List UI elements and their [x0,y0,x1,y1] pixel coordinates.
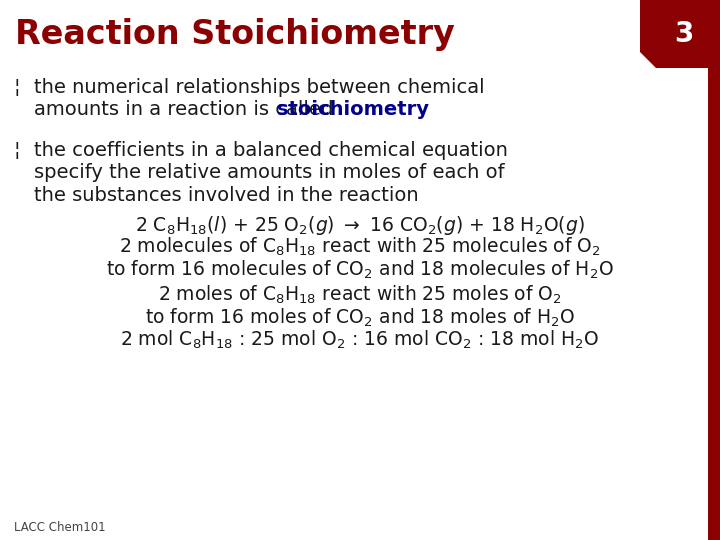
Text: LACC Chem101: LACC Chem101 [14,521,106,534]
Bar [708,68,720,540]
Text: stoichiometry: stoichiometry [277,100,429,119]
Text: 2 molecules of C$_8$H$_{18}$ react with 25 molecules of O$_2$: 2 molecules of C$_8$H$_{18}$ react with … [119,236,601,258]
Text: the numerical relationships between chemical: the numerical relationships between chem… [34,78,485,97]
Text: 3: 3 [675,20,693,48]
Text: specify the relative amounts in moles of each of: specify the relative amounts in moles of… [34,164,505,183]
Text: Reaction Stoichiometry: Reaction Stoichiometry [15,18,455,51]
Text: 2 mol C$_8$H$_{18}$ : 25 mol O$_2$ : 16 mol CO$_2$ : 18 mol H$_2$O: 2 mol C$_8$H$_{18}$ : 25 mol O$_2$ : 16 … [120,328,600,351]
Bar [640,0,720,68]
Text: the coefficients in a balanced chemical equation: the coefficients in a balanced chemical … [34,141,508,160]
Text: to form 16 molecules of CO$_2$ and 18 molecules of H$_2$O: to form 16 molecules of CO$_2$ and 18 mo… [106,258,614,281]
Text: 2 moles of C$_8$H$_{18}$ react with 25 moles of O$_2$: 2 moles of C$_8$H$_{18}$ react with 25 m… [158,284,562,306]
Polygon shape [640,52,656,68]
Text: 2 C$_8$H$_{18}$($\it{l}$) + 25 O$_2$($g$) $\rightarrow$ 16 CO$_2$($g$) + 18 H$_2: 2 C$_8$H$_{18}$($\it{l}$) + 25 O$_2$($g$… [135,214,585,237]
Text: ¦: ¦ [14,78,21,97]
Text: ¦: ¦ [14,141,21,160]
Text: amounts in a reaction is called: amounts in a reaction is called [34,100,340,119]
Text: the substances involved in the reaction: the substances involved in the reaction [34,186,418,205]
Text: to form 16 moles of CO$_2$ and 18 moles of H$_2$O: to form 16 moles of CO$_2$ and 18 moles … [145,306,575,328]
